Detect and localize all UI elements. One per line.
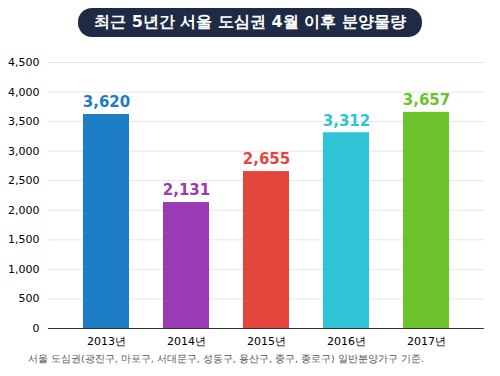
svg-text:3,312: 3,312: [323, 112, 370, 130]
html-text:서울 도심권(광진구, 마포구, 서대문구, 성동구, 용산: 서울 도심권(광진구, 마포구, 서대문구, 성동구, 용산구, 중구, 종로구…: [28, 353, 424, 364]
svg-text:2,000: 2,000: [8, 204, 40, 217]
svg-text:3,620: 3,620: [83, 93, 130, 111]
svg-text:4,500: 4,500: [8, 56, 40, 69]
svg-text:3,000: 3,000: [8, 145, 40, 158]
html-text:최근 5년간 서울 도심권 4월 이후 분양물량: 최근 5년간 서울 도심권 4월 이후 분양물량: [94, 12, 406, 31]
svg-text:2016년: 2016년: [327, 335, 366, 348]
svg-text:2015년: 2015년: [247, 335, 286, 348]
svg-text:2,500: 2,500: [8, 174, 40, 187]
svg-text:4,000: 4,000: [8, 86, 40, 99]
svg-text:2017년: 2017년: [407, 335, 446, 348]
svg-text:500: 500: [19, 292, 40, 305]
svg-text:0: 0: [33, 322, 40, 335]
svg-text:2,655: 2,655: [243, 150, 290, 168]
svg-text:3,657: 3,657: [403, 91, 450, 109]
svg-text:2014년: 2014년: [167, 335, 206, 348]
svg-text:1,500: 1,500: [8, 233, 40, 246]
svg-text:2,131: 2,131: [163, 181, 210, 199]
svg-text:1,000: 1,000: [8, 263, 40, 276]
svg-text:3,500: 3,500: [8, 115, 40, 128]
svg-text:2013년: 2013년: [87, 335, 126, 348]
